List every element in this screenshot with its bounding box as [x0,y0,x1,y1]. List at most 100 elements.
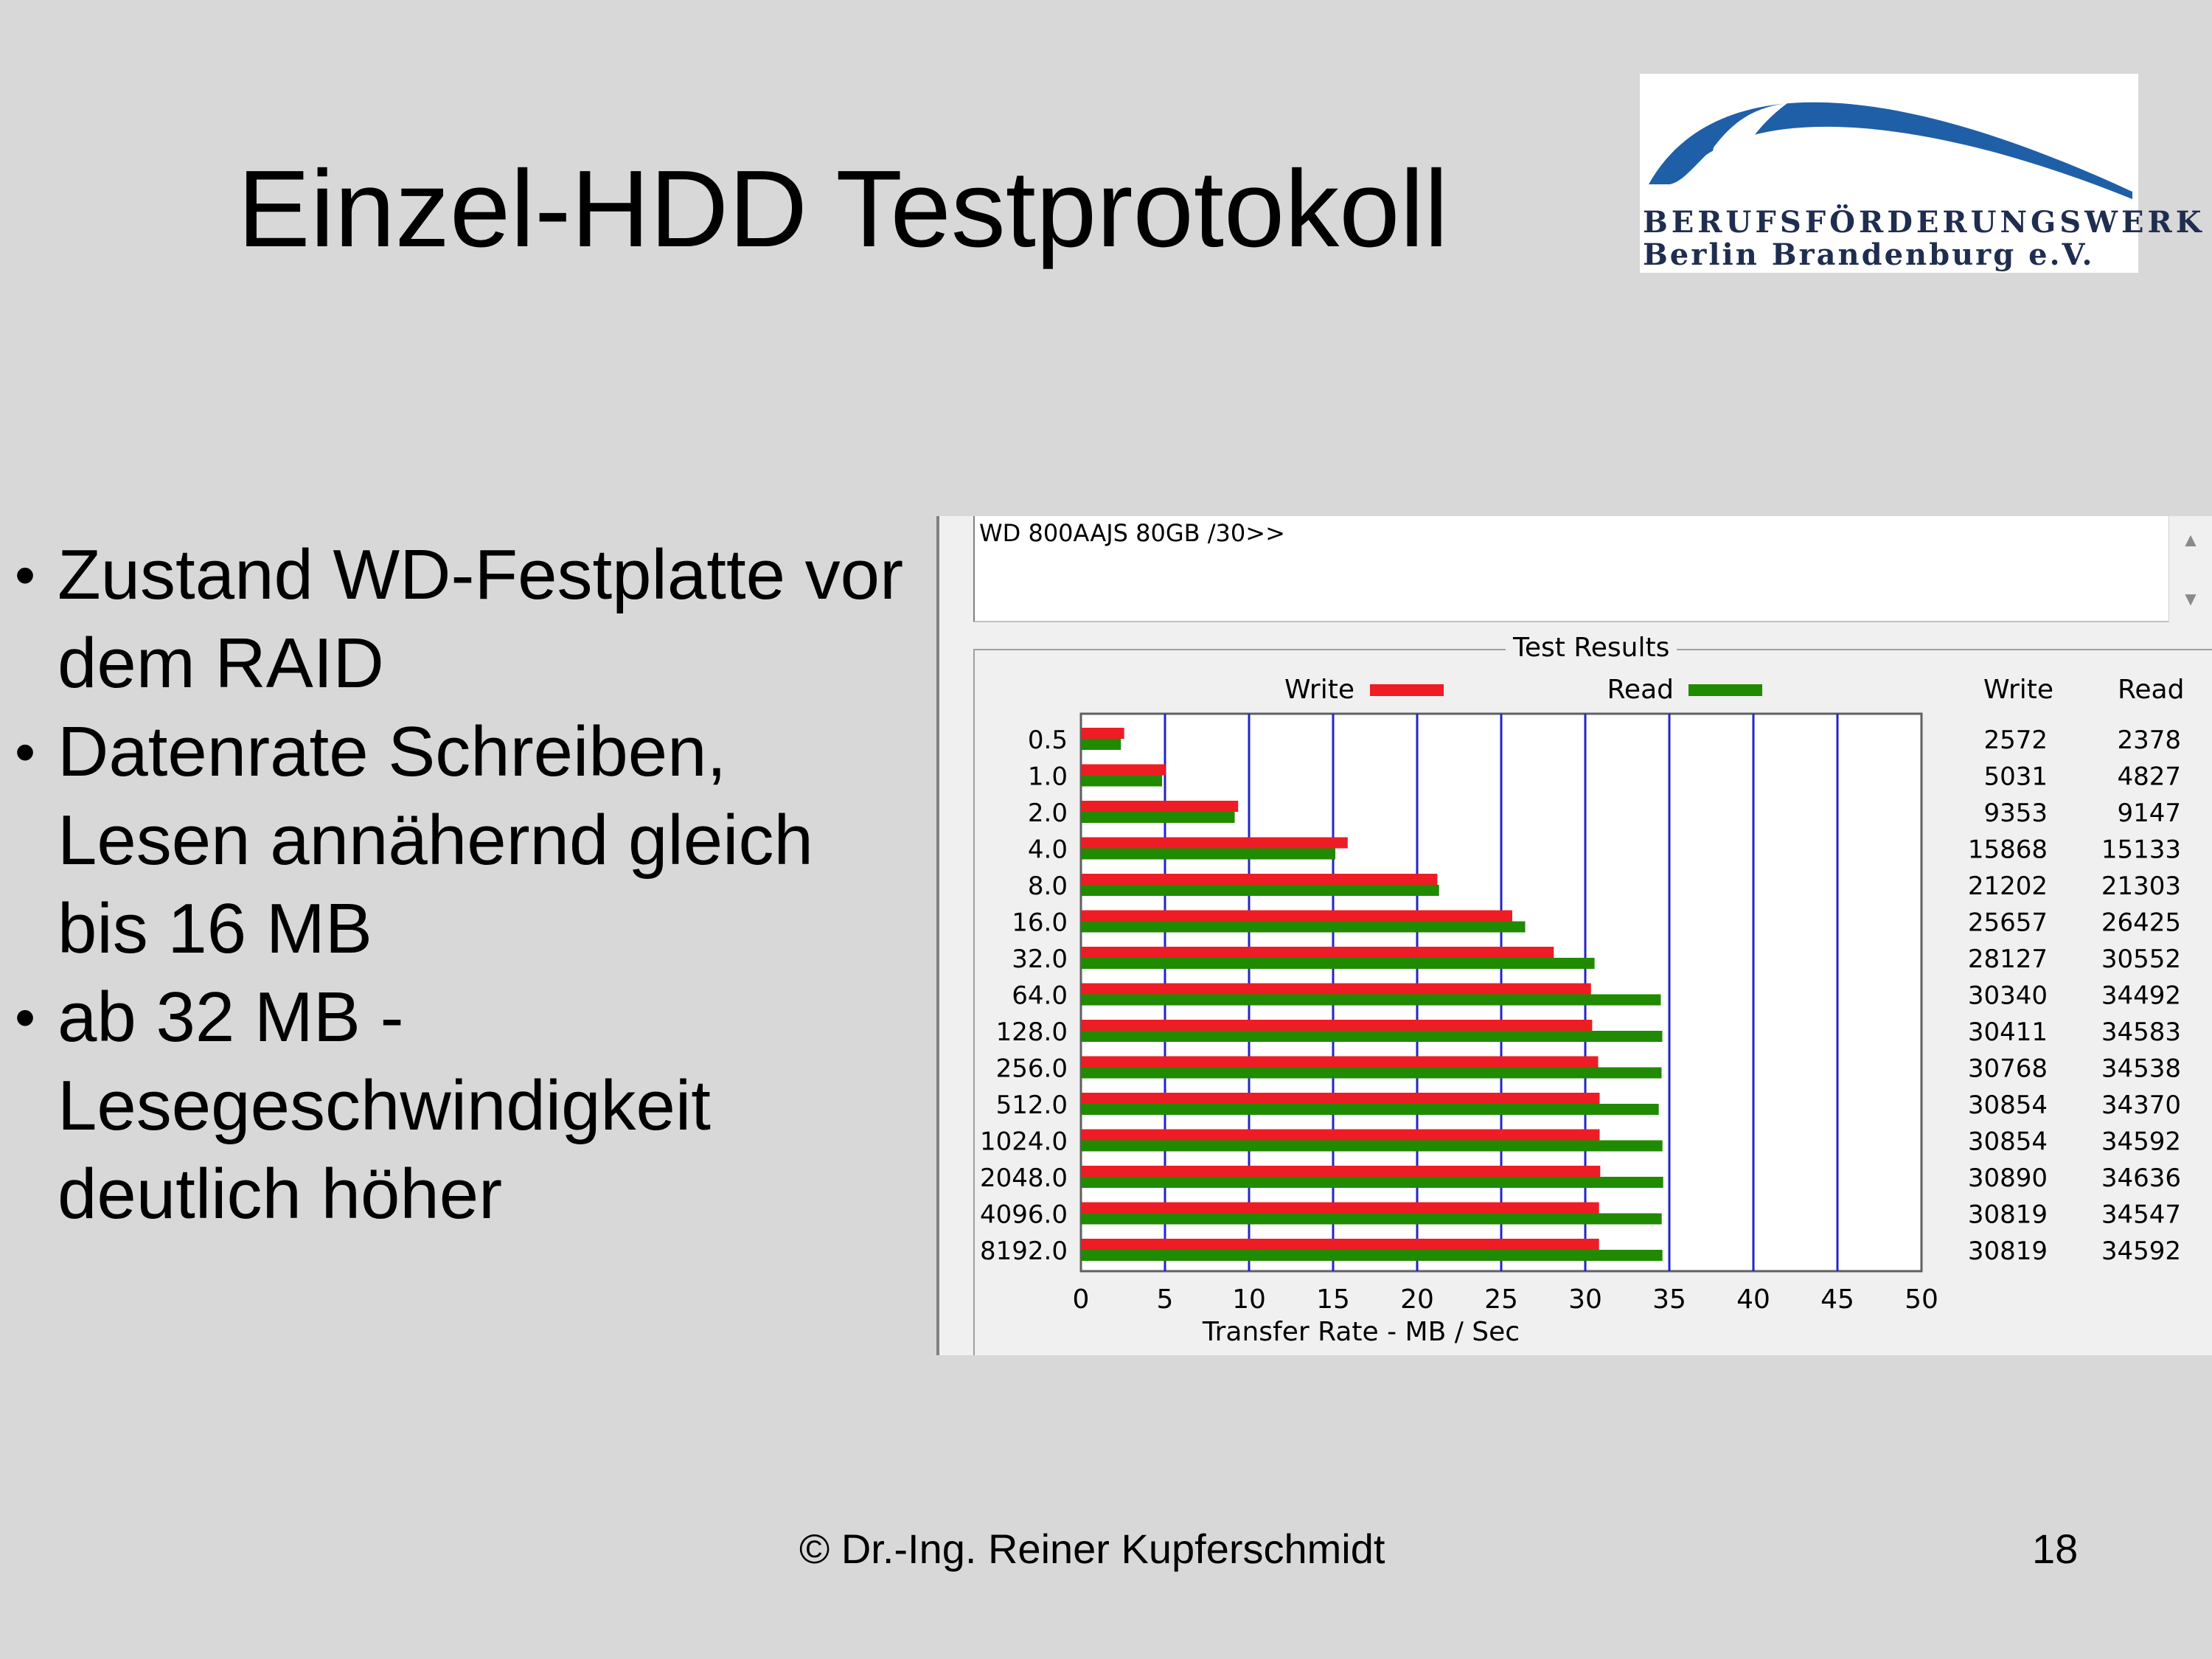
bar-write [1081,728,1124,739]
x-tick-label: 50 [1905,1284,1938,1315]
read-value: 4827 [2117,762,2181,792]
read-value: 34583 [2101,1018,2181,1047]
logo-line1: BERUFSFÖRDERUNGSWERK [1643,205,2205,240]
test-results-title: Test Results [1506,633,1677,663]
y-tick-label: 2.0 [1028,799,1068,828]
write-value: 30890 [1968,1164,2048,1193]
bar-write [1081,801,1239,812]
bar-write [1081,910,1512,922]
read-value: 21303 [2101,872,2181,901]
y-tick-label: 2048.0 [980,1164,1068,1193]
bullet-text: Zustand WD-Festplatte vor dem RAID [58,535,904,703]
y-tick-label: 8.0 [1028,872,1068,901]
read-value: 34636 [2101,1164,2181,1193]
bar-read [1081,848,1336,860]
x-tick-label: 5 [1157,1284,1174,1315]
write-value: 30411 [1968,1018,2048,1047]
legend-read-label: Read [1607,675,1674,705]
write-value: 30819 [1968,1200,2048,1230]
y-tick-label: 4096.0 [980,1200,1068,1230]
read-column-header: Read [2118,675,2184,705]
write-value: 30854 [1968,1127,2048,1157]
bar-read [1081,958,1595,969]
write-value: 25657 [1968,908,2048,938]
x-tick-label: 45 [1820,1284,1854,1315]
benchmark-window: WD 800AAJS 80GB /30>> ▲ ▼ Test Results 0… [936,516,2212,1355]
y-tick-label: 1024.0 [980,1127,1068,1157]
write-value: 28127 [1968,945,2048,974]
logo-arch-icon [1649,102,2132,199]
read-value: 34592 [2101,1127,2181,1157]
bullet-text: ab 32 MB - Lesegeschwindigkeit deutlich … [58,978,711,1234]
x-tick-label: 30 [1568,1284,1602,1315]
bar-write [1081,983,1591,995]
read-value: 2378 [2117,726,2181,755]
window-edge [936,516,939,1355]
bar-read [1081,1104,1659,1115]
bar-read [1081,775,1163,787]
bar-read [1081,1250,1663,1261]
logo-line2: Berlin Brandenburg e.V. [1643,237,2095,272]
write-value: 9353 [1983,799,2048,828]
scroll-down-icon[interactable]: ▼ [2181,588,2200,610]
bar-read [1081,1067,1662,1079]
bar-read [1081,739,1121,750]
y-tick-label: 32.0 [1012,945,1068,974]
read-value: 30552 [2101,945,2181,974]
write-value: 30340 [1968,981,2048,1011]
bar-read [1081,1031,1663,1042]
write-value: 21202 [1968,872,2048,901]
bar-read [1081,1177,1663,1188]
bullet-item: • Datenrate Schreiben, Lesen annähernd gl… [15,708,922,973]
scroll-up-icon[interactable]: ▲ [2181,529,2200,551]
bar-write [1081,837,1348,849]
drive-info-textbox[interactable]: WD 800AAJS 80GB /30>> ▲ ▼ [973,516,2212,622]
bullet-dot: • [15,542,36,608]
bullet-item: • ab 32 MB - Lesegeschwindigkeit deutlich… [15,973,922,1239]
bullet-item: • Zustand WD-Festplatte vor dem RAID [15,531,922,708]
x-tick-label: 10 [1232,1284,1266,1315]
page-number: 18 [2032,1526,2079,1572]
bar-read [1081,812,1235,823]
bar-write [1081,1239,1599,1250]
textbox-scrollbar[interactable]: ▲ ▼ [2168,516,2212,622]
slide-title: Einzel-HDD Testprotokoll [237,148,1449,270]
bar-write [1081,1056,1599,1068]
footer-copyright: © Dr.-Ing. Reiner Kupferschmidt [799,1526,1385,1572]
y-tick-label: 64.0 [1012,981,1068,1011]
bar-write [1081,1202,1599,1214]
x-tick-label: 35 [1652,1284,1686,1315]
write-value: 30768 [1968,1054,2048,1084]
x-tick-label: 40 [1736,1284,1770,1315]
y-tick-label: 128.0 [996,1018,1068,1047]
bullet-list: • Zustand WD-Festplatte vor dem RAID • Dat… [15,531,922,1239]
read-value: 34370 [2101,1091,2181,1120]
read-value: 34547 [2101,1200,2181,1230]
bar-write [1081,874,1438,885]
write-value: 30819 [1968,1237,2048,1266]
write-value: 30854 [1968,1091,2048,1120]
read-value: 34592 [2101,1237,2181,1266]
logo: BERUFSFÖRDERUNGSWERK Berlin Brandenburg … [1640,74,2205,273]
bar-read [1081,1140,1663,1152]
read-value: 34538 [2101,1054,2181,1084]
y-tick-label: 1.0 [1028,762,1068,792]
y-tick-label: 8192.0 [980,1237,1068,1266]
drive-info-text: WD 800AAJS 80GB /30>> [979,519,1285,547]
x-tick-label: 20 [1400,1284,1434,1315]
bullet-dot: • [15,984,36,1050]
bar-write [1081,1093,1600,1104]
y-tick-label: 4.0 [1028,835,1068,865]
x-tick-label: 25 [1484,1284,1518,1315]
bar-write [1081,1020,1593,1031]
y-tick-label: 256.0 [996,1054,1068,1084]
bullet-text: Datenrate Schreiben, Lesen annähernd gle… [58,712,813,968]
bar-write [1081,764,1166,776]
legend-write-swatch [1370,684,1444,696]
write-value: 5031 [1983,762,2048,792]
write-value: 2572 [1983,726,2048,755]
bar-write [1081,1129,1600,1141]
write-column-header: Write [1983,675,2053,705]
y-tick-label: 0.5 [1028,726,1068,755]
bar-read [1081,1213,1662,1225]
